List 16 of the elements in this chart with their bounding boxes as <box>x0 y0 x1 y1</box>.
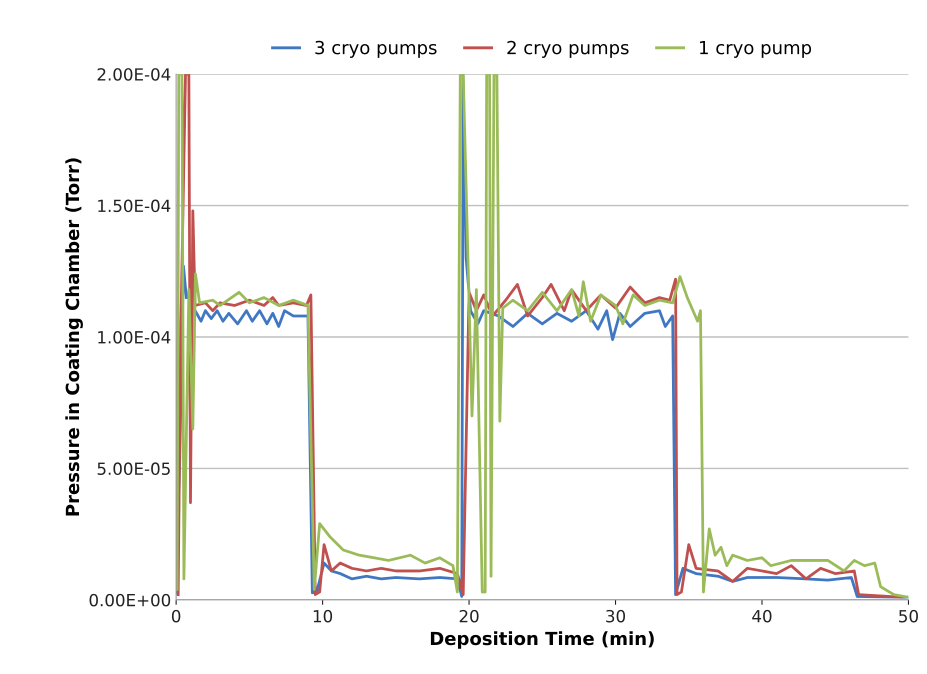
y-tick-label: 1.00E-04 <box>98 330 170 344</box>
y-axis-title: Pressure in Coating Chamber (Torr) <box>65 158 83 516</box>
x-tick-label: 30 <box>606 610 626 622</box>
x-tick-label: 50 <box>899 610 918 622</box>
legend-label: 2 cryo pumps <box>507 40 629 58</box>
legend-label: 3 cryo pumps <box>315 40 437 58</box>
x-tick-label: 0 <box>172 610 180 622</box>
x-tick-label: 20 <box>460 610 479 622</box>
x-tick-label: 40 <box>752 610 772 622</box>
y-tick-label: 2.00E-04 <box>98 68 170 81</box>
x-tick-label: 10 <box>314 610 332 622</box>
x-axis-title: Deposition Time (min) <box>430 631 654 649</box>
y-tick-label: 1.50E-04 <box>98 200 170 212</box>
legend-label: 1 cryo pump <box>700 40 812 58</box>
y-tick-label: 0.00E+00 <box>90 594 170 606</box>
y-tick-label: 5.00E-05 <box>98 462 170 475</box>
